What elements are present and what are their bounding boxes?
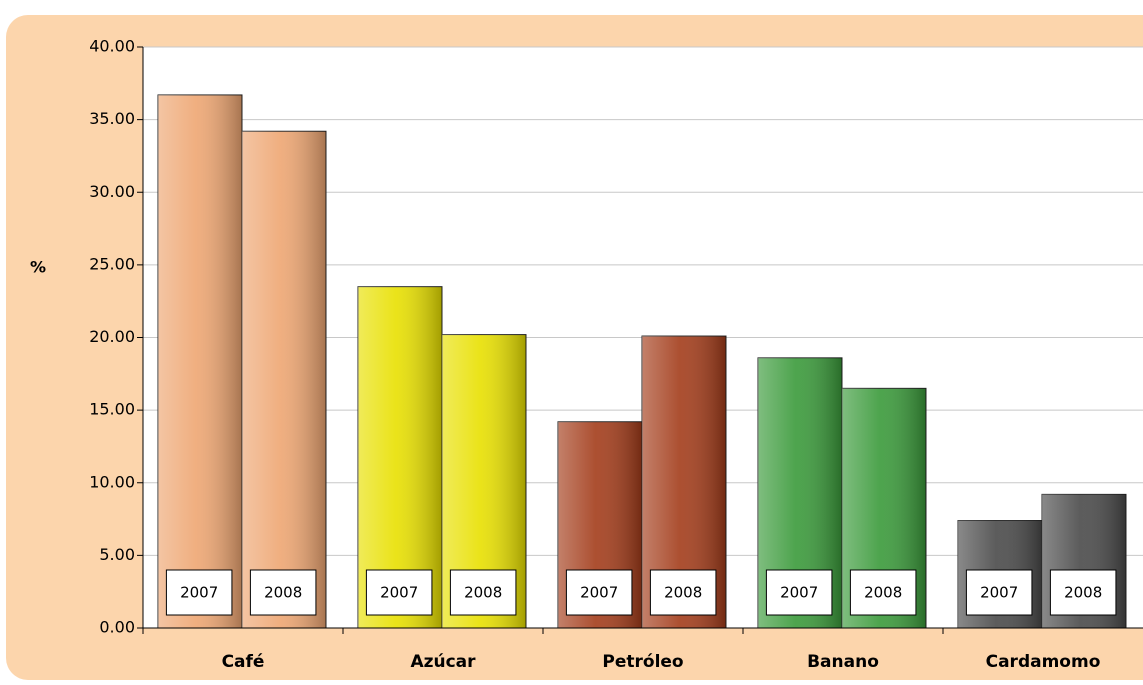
y-tick-label: 15.00 xyxy=(89,400,135,419)
series-label-box xyxy=(365,569,433,616)
series-label: 2008 xyxy=(1064,584,1102,602)
series-label: 2007 xyxy=(380,584,418,602)
y-tick-label: 0.00 xyxy=(99,618,135,637)
series-label-box xyxy=(849,569,917,616)
x-tick-label: Banano xyxy=(807,652,879,672)
y-tick-label: 35.00 xyxy=(89,109,135,128)
x-tick-label: Petróleo xyxy=(602,652,683,672)
series-label-box xyxy=(165,569,233,616)
series-label: 2008 xyxy=(264,584,302,602)
x-tick-label: Azúcar xyxy=(410,652,476,672)
y-tick-label: 20.00 xyxy=(89,327,135,346)
y-axis-label: % xyxy=(30,258,46,277)
y-tick-label: 10.00 xyxy=(89,472,135,491)
y-tick-label: 5.00 xyxy=(99,545,135,564)
y-tick-label: 40.00 xyxy=(89,37,135,56)
series-label: 2008 xyxy=(864,584,902,602)
y-tick-label: 25.00 xyxy=(89,254,135,273)
x-tick-label: Cardamomo xyxy=(986,652,1101,672)
series-label-box xyxy=(1049,569,1117,616)
series-label-box xyxy=(965,569,1033,616)
series-label-box xyxy=(565,569,633,616)
series-label-box xyxy=(449,569,517,616)
series-label-box xyxy=(765,569,833,616)
series-label: 2007 xyxy=(780,584,818,602)
series-label-box xyxy=(249,569,317,616)
series-label: 2007 xyxy=(980,584,1018,602)
bar-shade xyxy=(242,131,326,628)
series-label: 2008 xyxy=(664,584,702,602)
series-label: 2007 xyxy=(580,584,618,602)
series-label: 2008 xyxy=(464,584,502,602)
bar-shade xyxy=(158,94,242,629)
x-tick-label: Café xyxy=(222,652,265,672)
series-label-box xyxy=(649,569,717,616)
y-tick-label: 30.00 xyxy=(89,182,135,201)
series-label: 2007 xyxy=(180,584,218,602)
